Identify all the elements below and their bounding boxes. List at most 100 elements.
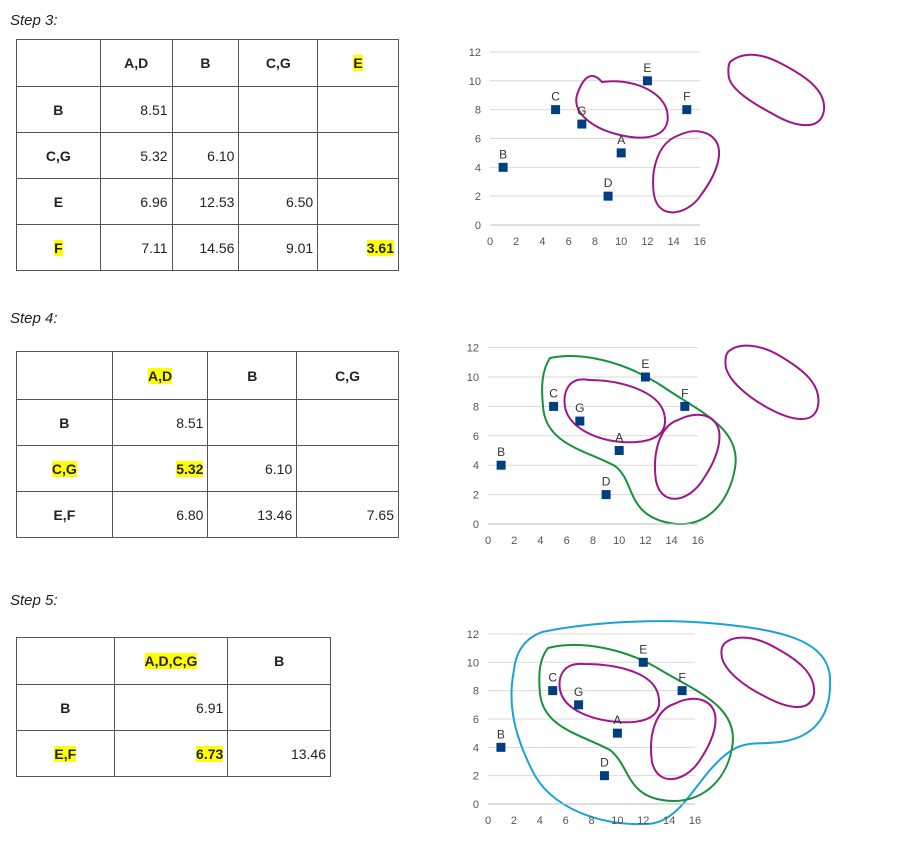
table-cell: 6.91: [113, 684, 229, 731]
table-cell: 5.32: [99, 132, 173, 179]
data-label-e: E: [641, 357, 649, 371]
x-tick-label: 6: [566, 236, 572, 248]
table-cell: [296, 445, 399, 492]
x-tick-label: 10: [611, 815, 623, 827]
table-cell: 6.80: [111, 491, 209, 538]
y-tick-label: 12: [467, 343, 479, 355]
x-tick-label: 12: [641, 236, 653, 248]
table-cell: 7.11: [99, 224, 173, 271]
data-point-f: [677, 686, 687, 696]
data-label-b: B: [499, 147, 507, 161]
step4-distance-table: A,D B C,G B 8.51 C,G 5.32 6.10 E,F 6.80 …: [16, 351, 399, 538]
table-cell: [207, 399, 298, 446]
table-cell-highlighted: 6.73: [113, 730, 229, 777]
data-point-f: [680, 401, 690, 411]
x-tick-label: 10: [615, 236, 627, 248]
cluster-outline-a-d-c-g: [538, 644, 734, 802]
cluster-outline-e-f: [720, 636, 816, 709]
data-label-b: B: [497, 445, 505, 459]
row-header: C,G: [16, 132, 101, 179]
step5-distance-table: A,D,C,G B B 6.91 E,F 6.73 13.46: [16, 637, 331, 777]
row-header: B: [16, 399, 113, 446]
row-header: E: [16, 178, 101, 225]
x-tick-label: 2: [511, 535, 517, 547]
y-tick-label: 8: [473, 401, 479, 413]
data-label-f: F: [678, 671, 685, 685]
x-tick-label: 4: [537, 815, 543, 827]
x-tick-label: 14: [668, 236, 680, 248]
step3-distance-table: A,D B C,G E B 8.51 C,G 5.32 6.10 E 6.96 …: [16, 39, 399, 271]
table-cell: 13.46: [207, 491, 298, 538]
data-label-a: A: [615, 431, 623, 445]
y-tick-label: 0: [473, 799, 479, 811]
cluster-outline-c-g: [575, 75, 669, 139]
x-tick-label: 8: [590, 535, 596, 547]
data-point-c: [548, 686, 558, 696]
data-point-b: [498, 162, 508, 172]
y-tick-label: 4: [475, 162, 481, 174]
y-tick-label: 12: [467, 629, 479, 641]
row-header: B: [16, 684, 115, 731]
data-label-e: E: [643, 61, 651, 75]
table-cell: 8.51: [111, 399, 209, 446]
x-tick-label: 14: [663, 815, 675, 827]
x-tick-label: 8: [592, 236, 598, 248]
table-corner: [16, 637, 115, 685]
data-label-d: D: [600, 756, 609, 770]
data-point-a: [612, 728, 622, 738]
y-tick-label: 2: [473, 771, 479, 783]
table-cell: [296, 399, 399, 446]
y-tick-label: 6: [475, 133, 481, 145]
x-tick-label: 0: [485, 815, 491, 827]
col-header: B: [227, 637, 331, 685]
x-tick-label: 0: [487, 236, 493, 248]
cluster-outline-a-d: [650, 697, 717, 780]
table-cell: 6.50: [238, 178, 319, 225]
x-tick-label: 16: [694, 236, 706, 248]
x-tick-label: 8: [588, 815, 594, 827]
y-tick-label: 10: [467, 372, 479, 384]
x-tick-label: 6: [564, 535, 570, 547]
data-point-e: [642, 76, 652, 86]
table-cell: 14.56: [171, 224, 240, 271]
table-cell: [227, 684, 331, 731]
x-tick-label: 14: [666, 535, 678, 547]
data-label-g: G: [577, 104, 586, 118]
step4-title: Step 4:: [10, 310, 58, 327]
y-tick-label: 12: [469, 47, 481, 59]
data-label-e: E: [639, 642, 647, 656]
data-point-a: [614, 446, 624, 455]
row-header: C,G: [16, 445, 113, 492]
data-point-e: [638, 657, 648, 667]
data-label-a: A: [617, 133, 625, 147]
y-tick-label: 6: [473, 431, 479, 443]
data-point-a: [616, 148, 626, 158]
y-tick-label: 4: [473, 460, 479, 472]
col-header: C,G: [296, 351, 399, 400]
y-tick-label: 0: [475, 220, 481, 232]
col-header: B: [207, 351, 298, 400]
x-tick-label: 2: [511, 815, 517, 827]
y-tick-label: 10: [467, 657, 479, 669]
table-cell: 13.46: [227, 730, 331, 777]
cluster-outline-a-d: [652, 130, 720, 214]
table-cell: 9.01: [238, 224, 319, 271]
y-tick-label: 8: [473, 686, 479, 698]
step3-title: Step 3:: [10, 12, 58, 29]
table-cell: [238, 132, 319, 179]
cluster-outline-all-but-b: [510, 620, 832, 826]
y-tick-label: 2: [475, 191, 481, 203]
table-cell: [171, 86, 240, 133]
x-tick-label: 16: [692, 535, 704, 547]
table-cell: [317, 178, 399, 225]
table-cell: 8.51: [99, 86, 173, 133]
data-point-g: [577, 119, 587, 129]
y-tick-label: 0: [473, 519, 479, 531]
data-label-g: G: [575, 401, 584, 415]
col-header: C,G: [238, 39, 319, 87]
col-header: A,D: [99, 39, 173, 87]
row-header: E,F: [16, 491, 113, 538]
x-tick-label: 0: [485, 535, 491, 547]
x-tick-label: 10: [613, 535, 625, 547]
y-tick-label: 2: [473, 490, 479, 502]
